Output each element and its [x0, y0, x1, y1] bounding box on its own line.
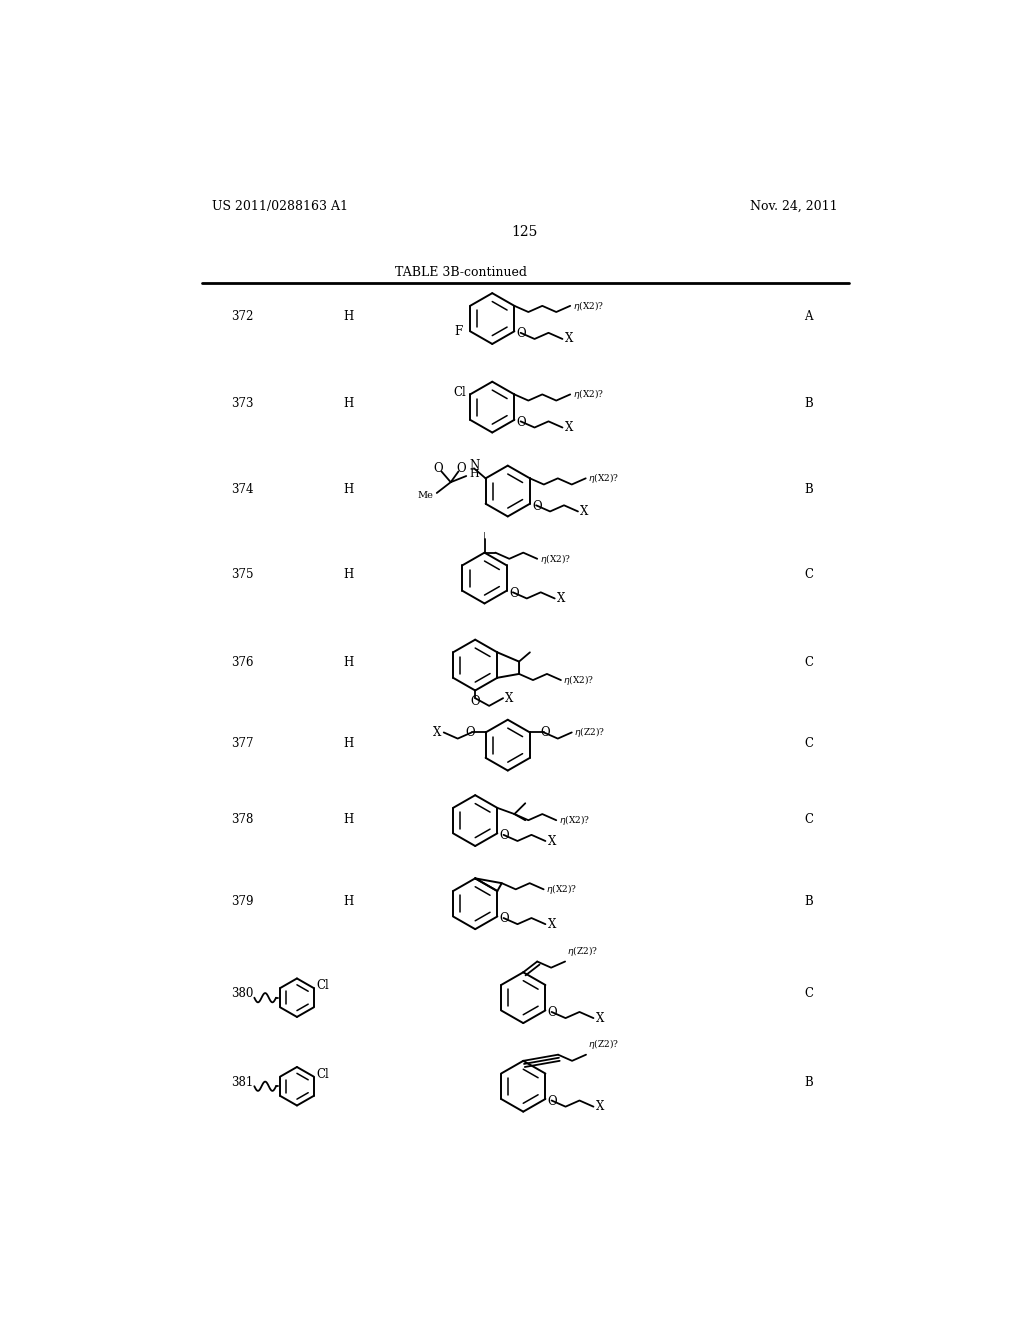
Text: A: A — [804, 310, 813, 323]
Text: O: O — [470, 694, 480, 708]
Text: 378: 378 — [231, 813, 254, 825]
Text: B: B — [804, 397, 813, 409]
Text: 379: 379 — [231, 895, 254, 908]
Text: 381: 381 — [231, 1076, 254, 1089]
Text: Cl: Cl — [454, 385, 466, 399]
Text: $\eta$(X2)?: $\eta$(X2)? — [572, 387, 604, 401]
Text: O: O — [541, 726, 550, 739]
Text: X: X — [548, 917, 556, 931]
Text: C: C — [804, 737, 813, 750]
Text: B: B — [804, 483, 813, 496]
Text: H: H — [344, 310, 354, 323]
Text: O: O — [509, 586, 518, 599]
Text: O: O — [465, 726, 475, 739]
Text: Nov. 24, 2011: Nov. 24, 2011 — [751, 199, 838, 213]
Text: |: | — [483, 532, 486, 540]
Text: $\eta$(X2)?: $\eta$(X2)? — [546, 882, 578, 896]
Text: 372: 372 — [231, 310, 254, 323]
Text: Me: Me — [418, 491, 434, 500]
Text: O: O — [548, 1006, 557, 1019]
Text: X: X — [596, 1011, 604, 1024]
Text: Cl: Cl — [316, 1068, 329, 1081]
Text: Cl: Cl — [316, 979, 329, 993]
Text: $\eta$(X2)?: $\eta$(X2)? — [540, 552, 570, 566]
Text: 380: 380 — [231, 987, 254, 1001]
Text: B: B — [804, 1076, 813, 1089]
Text: $\eta$(X2)?: $\eta$(X2)? — [563, 673, 595, 688]
Text: $\eta$(X2)?: $\eta$(X2)? — [558, 813, 590, 828]
Text: H: H — [469, 470, 479, 479]
Text: C: C — [804, 987, 813, 1001]
Text: F: F — [454, 325, 463, 338]
Text: H: H — [344, 397, 354, 409]
Text: C: C — [804, 656, 813, 669]
Text: $\eta$(X2)?: $\eta$(X2)? — [588, 471, 620, 486]
Text: 376: 376 — [231, 656, 254, 669]
Text: X: X — [433, 726, 441, 739]
Text: N: N — [469, 459, 479, 471]
Text: X: X — [565, 421, 573, 434]
Text: X: X — [581, 506, 589, 517]
Text: 373: 373 — [231, 397, 254, 409]
Text: X: X — [548, 834, 556, 847]
Text: TABLE 3B-continued: TABLE 3B-continued — [395, 265, 527, 279]
Text: H: H — [344, 656, 354, 669]
Text: O: O — [457, 462, 466, 475]
Text: H: H — [344, 895, 354, 908]
Text: $\eta$(X2)?: $\eta$(X2)? — [572, 298, 604, 313]
Text: X: X — [565, 333, 573, 346]
Text: B: B — [804, 895, 813, 908]
Text: X: X — [596, 1100, 604, 1113]
Text: O: O — [500, 829, 509, 842]
Text: O: O — [548, 1094, 557, 1107]
Text: O: O — [500, 912, 509, 925]
Text: C: C — [804, 813, 813, 825]
Text: 125: 125 — [512, 226, 538, 239]
Text: H: H — [344, 568, 354, 581]
Text: C: C — [804, 568, 813, 581]
Text: 375: 375 — [231, 568, 254, 581]
Text: $\eta$(Z2)?: $\eta$(Z2)? — [589, 1038, 620, 1051]
Text: O: O — [532, 499, 542, 512]
Text: O: O — [517, 327, 526, 341]
Text: $\eta$(Z2)?: $\eta$(Z2)? — [567, 944, 598, 958]
Text: 377: 377 — [231, 737, 254, 750]
Text: X: X — [506, 692, 514, 705]
Text: H: H — [344, 813, 354, 825]
Text: H: H — [344, 483, 354, 496]
Text: 374: 374 — [231, 483, 254, 496]
Text: US 2011/0288163 A1: US 2011/0288163 A1 — [212, 199, 348, 213]
Text: X: X — [557, 591, 565, 605]
Text: O: O — [517, 416, 526, 429]
Text: O: O — [433, 462, 443, 475]
Text: H: H — [344, 737, 354, 750]
Text: $\eta$(Z2)?: $\eta$(Z2)? — [574, 726, 605, 739]
